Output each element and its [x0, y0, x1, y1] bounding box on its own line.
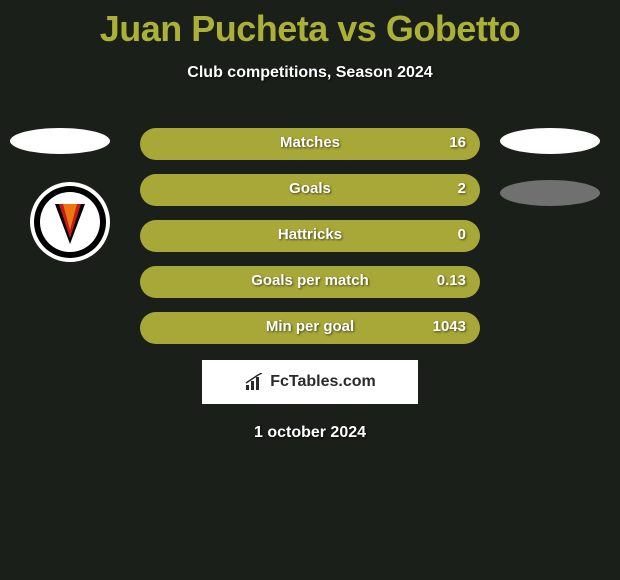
stat-row-hattricks: Hattricks 0: [140, 220, 480, 252]
club-logo-letters: CAB: [61, 193, 79, 202]
date-text: 1 october 2024: [0, 424, 620, 442]
stat-row-goals-per-match: Goals per match 0.13: [140, 266, 480, 298]
stat-label: Matches: [140, 134, 480, 151]
player-badge-right-1: [500, 128, 600, 154]
stat-value: 16: [449, 134, 466, 151]
page-title: Juan Pucheta vs Gobetto: [0, 0, 620, 50]
stat-row-goals: Goals 2: [140, 174, 480, 206]
player-badge-right-2: [500, 180, 600, 206]
stat-label: Min per goal: [140, 318, 480, 335]
stat-label: Hattricks: [140, 226, 480, 243]
watermark-text: FcTables.com: [270, 373, 376, 391]
chart-icon: [244, 373, 266, 391]
stat-rows: Matches 16 Goals 2 Hattricks 0 Goals per…: [140, 128, 480, 358]
stat-label: Goals per match: [140, 272, 480, 289]
stat-label: Goals: [140, 180, 480, 197]
watermark: FcTables.com: [202, 360, 418, 404]
subtitle: Club competitions, Season 2024: [0, 64, 620, 82]
stat-value: 0: [458, 226, 466, 243]
stat-row-min-per-goal: Min per goal 1043: [140, 312, 480, 344]
player-badge-left: [10, 128, 110, 154]
stat-value: 2: [458, 180, 466, 197]
stat-value: 1043: [433, 318, 466, 335]
club-logo-icon: CAB: [30, 182, 110, 262]
stat-row-matches: Matches 16: [140, 128, 480, 160]
stat-value: 0.13: [437, 272, 466, 289]
